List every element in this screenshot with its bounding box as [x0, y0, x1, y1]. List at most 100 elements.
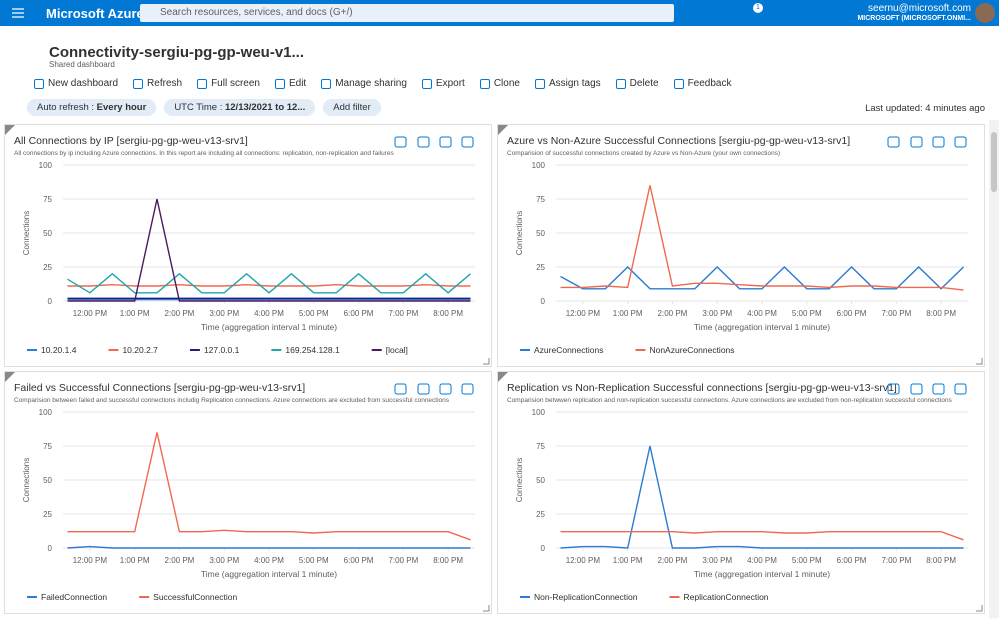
x-tick-label: 8:00 PM — [433, 556, 463, 565]
scroll-thumb[interactable] — [991, 132, 997, 192]
y-tick-label: 50 — [43, 229, 52, 238]
toolbar-button[interactable]: Delete — [615, 78, 659, 89]
legend-label[interactable]: [local] — [386, 345, 408, 355]
x-tick-label: 6:00 PM — [344, 309, 374, 318]
y-tick-label: 75 — [536, 195, 545, 204]
toolbar-button[interactable]: Clone — [479, 78, 520, 89]
legend-label[interactable]: ReplicationConnection — [683, 592, 768, 602]
x-tick-label: 8:00 PM — [433, 309, 463, 318]
filter-icon — [498, 372, 508, 382]
toolbar-icon — [197, 78, 208, 89]
series-line — [67, 283, 471, 287]
legend-label[interactable]: SuccessfulConnection — [153, 592, 237, 602]
tile-action[interactable] — [954, 383, 967, 395]
dashboard-title[interactable]: Connectivity-sergiu-pg-gp-weu-v1... — [49, 44, 305, 61]
top-bar: Microsoft Azure Search resources, servic… — [0, 0, 999, 26]
x-axis-title: Time (aggregation interval 1 minute) — [694, 322, 830, 332]
tile-action[interactable] — [954, 136, 967, 148]
toolbar-label: New dashboard — [48, 78, 119, 89]
x-tick-label: 8:00 PM — [926, 556, 956, 565]
brand[interactable]: Microsoft Azure — [46, 6, 144, 21]
add-filter[interactable]: Add filter — [323, 99, 381, 116]
chart-subtitle: Comparision betwwen replication and non-… — [507, 397, 953, 404]
series-line — [560, 185, 964, 291]
tile-action[interactable] — [439, 136, 452, 148]
legend-label[interactable]: AzureConnections — [534, 345, 603, 355]
toolbar-button[interactable]: Edit — [274, 78, 306, 89]
series-line — [560, 531, 964, 541]
search-box[interactable]: Search resources, services, and docs (G+… — [140, 4, 674, 22]
legend-label[interactable]: 10.20.1.4 — [41, 345, 77, 355]
legend-label[interactable]: Non-ReplicationConnection — [534, 592, 638, 602]
x-tick-label: 4:00 PM — [747, 309, 777, 318]
toolbar-label: Clone — [493, 78, 520, 89]
toolbar-button[interactable]: New dashboard — [34, 78, 118, 89]
user-email: seernu@microsoft.com — [868, 3, 971, 14]
toolbar-icon — [479, 78, 490, 89]
tile-action[interactable] — [910, 136, 923, 148]
tile-action[interactable] — [461, 136, 474, 148]
x-tick-label: 1:00 PM — [120, 309, 150, 318]
legend-label[interactable]: 169.254.128.1 — [285, 345, 340, 355]
tile-action[interactable] — [417, 383, 430, 395]
tile-action[interactable] — [887, 136, 900, 148]
toolbar-button[interactable]: Full screen — [197, 78, 260, 89]
chart: All Connections by IP [sergiu-pg-gp-weu-… — [5, 125, 490, 365]
toolbar-button[interactable]: Export — [421, 78, 465, 89]
avatar[interactable] — [975, 3, 995, 23]
y-tick-label: 50 — [536, 229, 545, 238]
chart: Azure vs Non-Azure Successful Connection… — [498, 125, 983, 365]
x-tick-label: 7:00 PM — [388, 556, 418, 565]
account[interactable]: seernu@microsoft.com MICROSOFT (MICROSOFT… — [857, 3, 971, 22]
chart-subtitle: All connections by ip including Azure co… — [14, 150, 394, 157]
tile-action[interactable] — [439, 383, 452, 395]
toolbar-icon — [274, 78, 285, 89]
y-tick-label: 100 — [39, 161, 53, 170]
y-tick-label: 25 — [536, 510, 545, 519]
tile-action[interactable] — [910, 383, 923, 395]
tenant: MICROSOFT (MICROSOFT.ONMI... — [857, 15, 971, 22]
series-line — [67, 198, 471, 302]
legend-label[interactable]: 10.20.2.7 — [122, 345, 158, 355]
tile-action[interactable] — [932, 136, 945, 148]
legend-label[interactable]: 127.0.0.1 — [204, 345, 240, 355]
toolbar-icon — [534, 78, 545, 89]
toolbar-label: Export — [435, 78, 465, 89]
toolbar-button[interactable]: Feedback — [673, 78, 732, 89]
y-tick-label: 25 — [43, 510, 52, 519]
chart-title: All Connections by IP [sergiu-pg-gp-weu-… — [14, 135, 248, 147]
chart-title: Azure vs Non-Azure Successful Connection… — [507, 135, 850, 147]
x-tick-label: 8:00 PM — [926, 309, 956, 318]
filter-pill[interactable]: Auto refresh : Every hour — [27, 99, 157, 116]
x-tick-label: 5:00 PM — [299, 309, 329, 318]
legend-label[interactable]: NonAzureConnections — [649, 345, 734, 355]
x-tick-label: 3:00 PM — [702, 309, 732, 318]
tile-action[interactable] — [887, 383, 900, 395]
tile-action[interactable] — [461, 383, 474, 395]
filter-pill[interactable]: UTC Time : 12/13/2021 to 12... — [164, 99, 316, 116]
y-axis-title: Connections — [22, 458, 31, 502]
toolbar-label: Delete — [629, 78, 659, 89]
toolbar-button[interactable]: Manage sharing — [321, 78, 407, 89]
y-tick-label: 0 — [48, 297, 53, 306]
toolbar-label: Feedback — [687, 78, 732, 89]
x-axis-title: Time (aggregation interval 1 minute) — [694, 569, 830, 579]
series-line — [67, 545, 471, 549]
tile-action[interactable] — [417, 136, 430, 148]
menu-button[interactable] — [10, 6, 30, 20]
tile-action[interactable] — [932, 383, 945, 395]
toolbar-button[interactable]: Assign tags — [534, 78, 601, 89]
tile-action[interactable] — [394, 383, 407, 395]
x-tick-label: 12:00 PM — [566, 556, 601, 565]
toolbar-icon — [34, 78, 44, 89]
scrollbar[interactable] — [989, 120, 999, 618]
y-tick-label: 75 — [43, 195, 52, 204]
x-tick-label: 1:00 PM — [613, 556, 643, 565]
toolbar-label: Full screen — [211, 78, 260, 89]
legend-label[interactable]: FailedConnection — [41, 592, 107, 602]
toolbar-button[interactable]: Refresh — [133, 78, 182, 89]
filter-icon — [498, 125, 508, 135]
x-tick-label: 5:00 PM — [792, 556, 822, 565]
x-tick-label: 2:00 PM — [165, 556, 195, 565]
tile-action[interactable] — [394, 136, 407, 148]
